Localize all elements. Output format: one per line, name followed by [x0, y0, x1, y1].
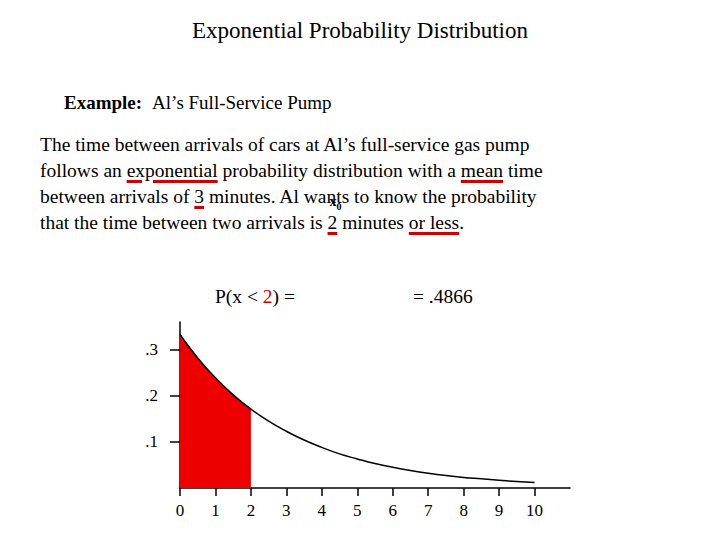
html-text:that the time between two arri: that the time between two arrivals is 2 — [40, 212, 338, 233]
html-text:minutes or less.: minutes or less. — [337, 212, 464, 233]
svg-text:.1: .1 — [145, 432, 158, 451]
svg-text:7: 7 — [424, 501, 433, 520]
svg-text:1: 1 — [211, 501, 220, 520]
svg-text:9: 9 — [495, 501, 504, 520]
html-text:The time between arrivals of c: The time between arrivals of cars at Al’… — [40, 134, 530, 155]
html-text:between arrivals of 3 minutes.: between arrivals of 3 minutes. Al wants … — [40, 186, 537, 207]
svg-text:8: 8 — [459, 501, 468, 520]
svg-text:.3: .3 — [145, 340, 158, 359]
html-text:Al’s Full-Service Pump: Al’s Full-Service Pump — [152, 92, 332, 113]
html-text:Exponential Probability Distri: Exponential Probability Distribution — [192, 18, 528, 43]
svg-text:2: 2 — [247, 501, 256, 520]
html-text:P(x < 2) =: P(x < 2) = — [215, 286, 295, 307]
html-text:follows an exponential probabi: follows an exponential probability distr… — [40, 160, 543, 181]
svg-text:4: 4 — [318, 501, 327, 520]
svg-text:6: 6 — [388, 501, 397, 520]
svg-text:.2: .2 — [145, 386, 158, 405]
svg-text:0: 0 — [176, 501, 185, 520]
svg-text:5: 5 — [353, 501, 362, 520]
svg-text:3: 3 — [282, 501, 291, 520]
html-text:Example:: Example: — [64, 92, 143, 113]
html-text:= .4866: = .4866 — [413, 286, 473, 307]
html-text:x0: x0 — [329, 194, 342, 212]
svg-text:10: 10 — [526, 501, 543, 520]
